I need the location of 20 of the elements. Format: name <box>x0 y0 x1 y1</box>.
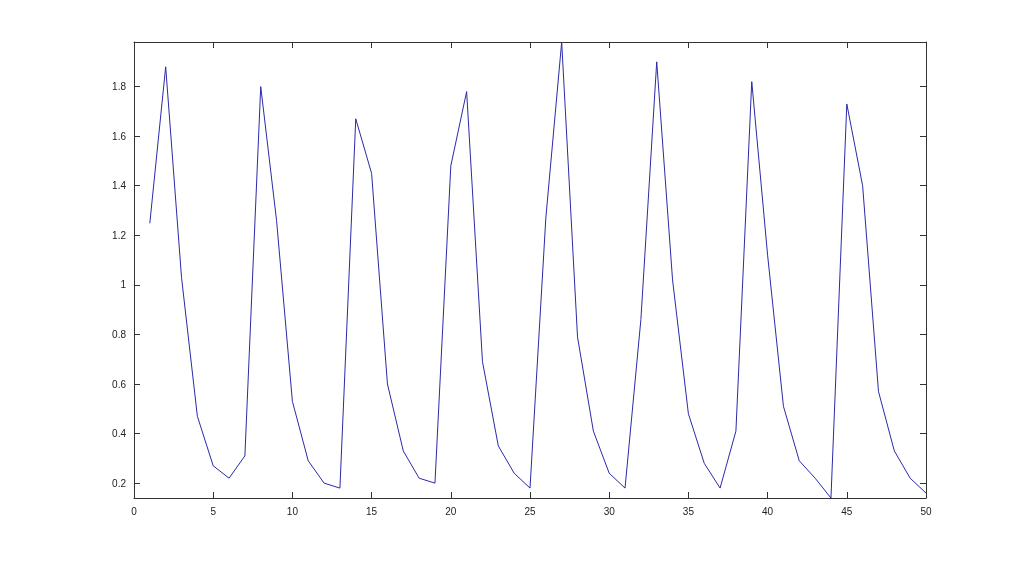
y-tick-label: 0.6 <box>112 378 127 390</box>
y-tick-label: 0.4 <box>112 428 127 440</box>
x-tick-label: 50 <box>920 505 932 517</box>
x-tick-label: 0 <box>131 505 138 517</box>
y-tick-label: 0.2 <box>112 477 127 489</box>
x-tick-label: 15 <box>366 505 378 517</box>
x-tick-label: 25 <box>524 505 536 517</box>
y-tick-label: 1.8 <box>112 81 127 93</box>
x-tick-label: 30 <box>603 505 616 517</box>
x-tick-label: 35 <box>682 505 695 517</box>
y-tick-label: 1.6 <box>112 130 127 142</box>
y-tick-label: 1 <box>120 279 127 291</box>
x-tick-label: 40 <box>762 505 774 517</box>
x-tick-label: 20 <box>445 505 457 517</box>
x-tick-label: 45 <box>841 505 853 517</box>
y-tick-label: 0.8 <box>112 328 127 340</box>
y-tick-label: 1.2 <box>112 229 127 241</box>
y-tick-label: 1.4 <box>112 180 127 192</box>
x-tick-label: 10 <box>286 505 299 517</box>
x-tick-label: 5 <box>210 505 217 517</box>
